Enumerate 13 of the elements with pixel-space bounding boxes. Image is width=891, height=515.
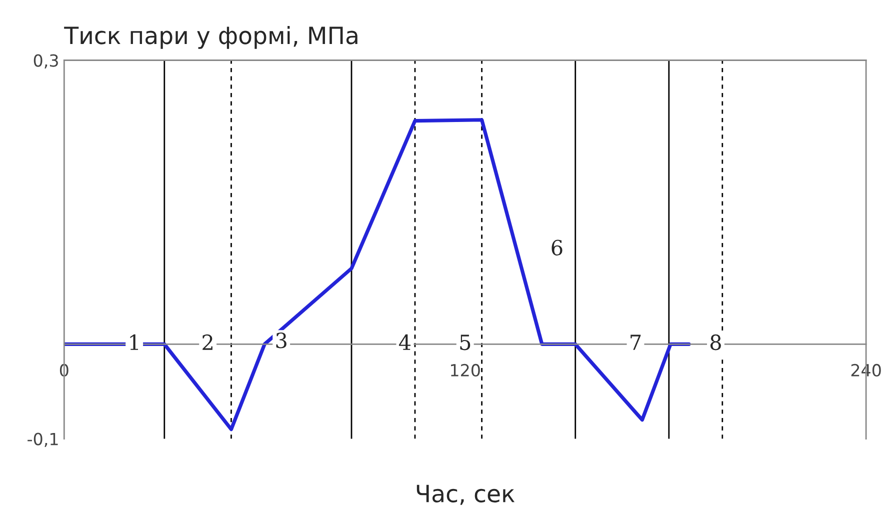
annotation: 8 — [710, 334, 721, 350]
annotation: 6 — [552, 240, 562, 256]
annotation: 7 — [630, 334, 641, 350]
y-axis-title: Тиск пари у формі, МПа — [64, 26, 358, 49]
x-tick-label: 120 — [451, 364, 480, 376]
annotation: 3 — [276, 332, 286, 348]
annotation: 5 — [460, 334, 470, 350]
y-tick-label: 0,3 — [34, 54, 58, 69]
annotation: 4 — [398, 334, 411, 350]
y-tick-label: -0,1 — [28, 432, 58, 448]
annotation: 2 — [202, 334, 212, 350]
annotation: 1 — [130, 334, 138, 350]
x-axis-title: Час, сек — [416, 484, 515, 505]
